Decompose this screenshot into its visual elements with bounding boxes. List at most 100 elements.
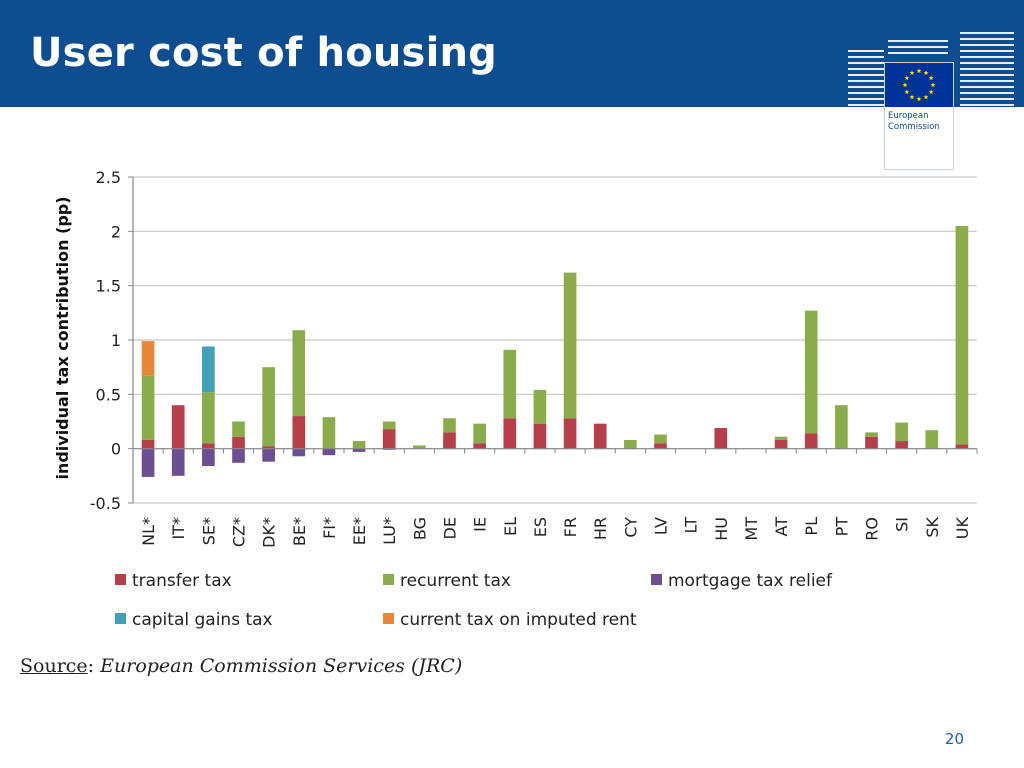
bar-recurrent-tax-FR <box>563 272 577 419</box>
bar-recurrent-tax-PL <box>804 310 818 434</box>
bar-recurrent-tax-LV <box>654 434 667 444</box>
star-icon <box>923 70 929 75</box>
bar-transfer-tax-UK <box>955 444 969 449</box>
bar-recurrent-tax-CY <box>624 439 637 449</box>
bar-recurrent-tax-AT <box>774 436 788 440</box>
slide-title: User cost of housing <box>30 30 497 76</box>
bar-current-tax-on-imputed-rent-NL <box>141 341 155 376</box>
x-tick-label: CY <box>621 517 640 538</box>
x-tick-label: RO <box>863 517 882 541</box>
logo-box: European Commission <box>884 62 954 170</box>
legend-label: capital gains tax <box>132 610 273 630</box>
bar-recurrent-tax-RO <box>865 432 878 437</box>
x-tick-label: LV <box>652 517 671 535</box>
x-tick-label: IT* <box>169 517 188 540</box>
x-tick-label: IE <box>471 517 490 532</box>
star-icon <box>928 89 934 95</box>
bar-recurrent-tax-NL <box>141 375 155 440</box>
x-tick-label: SI <box>893 517 912 532</box>
y-axis-label: individual tax contribution (pp) <box>53 196 72 479</box>
x-tick-label: UK <box>953 516 972 539</box>
x-tick-label: BE* <box>290 517 309 546</box>
legend-swatch <box>115 613 126 624</box>
star-icon <box>928 75 934 81</box>
y-tick-label: 0.5 <box>96 385 121 404</box>
star-icon <box>909 94 915 100</box>
title-bar: User cost of housing <box>0 0 1024 107</box>
bar-recurrent-tax-UK <box>955 225 969 445</box>
y-tick-label: 2 <box>111 222 121 241</box>
x-tick-label: HR <box>591 517 610 540</box>
star-icon <box>902 82 908 88</box>
tax-contribution-chart: -0.5 0 0.5 1 1.5 2 2.5 NL* IT* SE* CZ* DK* BE* FI* EE… <box>53 168 978 630</box>
bar-mortgage-tax-relief-CZ <box>232 448 245 463</box>
bar-recurrent-tax-DK <box>262 367 275 447</box>
x-tick-label: DK* <box>260 517 279 548</box>
bar-recurrent-tax-SI <box>895 422 908 442</box>
bar-mortgage-tax-relief-SE <box>202 448 215 467</box>
bar-transfer-tax-SE <box>202 443 215 449</box>
bar-transfer-tax-NL <box>141 439 155 449</box>
star-icon <box>904 89 910 95</box>
axes <box>132 177 978 503</box>
bar-recurrent-tax-EE <box>352 441 366 449</box>
bar-transfer-tax-FR <box>563 418 577 449</box>
bar-transfer-tax-IE <box>473 443 486 449</box>
bar-recurrent-tax-BE <box>292 330 306 417</box>
legend: transfer tax recurrent tax mortgage tax re… <box>115 571 833 630</box>
x-tick-label: DE <box>441 517 460 539</box>
y-tick-labels: -0.5 0 0.5 1 1.5 2 2.5 <box>90 168 121 513</box>
y-tick-label: 2.5 <box>96 168 121 187</box>
bar-transfer-tax-PL <box>804 433 818 449</box>
legend-label: mortgage tax relief <box>668 571 833 591</box>
bar-transfer-tax-DE <box>443 432 456 449</box>
bar-transfer-tax-EL <box>503 418 517 449</box>
legend-swatch <box>651 574 662 585</box>
y-tick-label: 1 <box>111 331 121 350</box>
bar-recurrent-tax-DE <box>443 418 456 433</box>
x-tick-label: PL <box>802 517 821 536</box>
source-text: European Commission Services (JRC) <box>100 655 463 677</box>
source-note: Source: European Commission Services (JR… <box>20 655 463 677</box>
x-tick-label: NL* <box>139 517 158 546</box>
bar-transfer-tax-SI <box>895 441 908 449</box>
bar-recurrent-tax-LU <box>382 421 396 430</box>
bar-recurrent-tax-PT <box>835 405 848 449</box>
star-icon <box>923 94 929 100</box>
bar-transfer-tax-LV <box>654 443 667 449</box>
legend-swatch <box>383 613 394 624</box>
bar-recurrent-tax-EL <box>503 349 517 419</box>
building-stripes-icon <box>848 32 1014 106</box>
bar-mortgage-tax-relief-IT <box>171 448 185 476</box>
bar-recurrent-tax-CZ <box>232 421 245 437</box>
logo-line-2: Commission <box>888 122 940 132</box>
x-tick-label: SE* <box>199 517 218 545</box>
x-tick-label: MT <box>742 517 761 541</box>
bar-capital-gains-tax-SE <box>202 346 215 393</box>
legend-swatch <box>383 574 394 585</box>
x-tick-labels: NL* IT* SE* CZ* DK* BE* FI* EE* LU* BG DE IE EL ES FR H… <box>139 516 972 547</box>
gridlines <box>128 176 977 504</box>
x-tick-label: SK <box>923 517 942 538</box>
x-tick-label: ES <box>531 517 550 537</box>
bar-transfer-tax-CZ <box>232 436 245 449</box>
bar-mortgage-tax-relief-NL <box>141 448 155 477</box>
bar-recurrent-tax-BG <box>413 445 426 449</box>
legend-label: current tax on imputed rent <box>400 610 637 630</box>
european-commission-logo: European Commission <box>848 28 1014 170</box>
bar-recurrent-tax-ES <box>533 389 547 424</box>
x-tick-label: EL <box>501 517 520 536</box>
y-tick-label: 1.5 <box>96 277 121 296</box>
x-tick-label: PT <box>832 517 851 537</box>
bar-transfer-tax-DK <box>262 446 275 449</box>
bar-mortgage-tax-relief-DK <box>262 448 275 462</box>
bar-transfer-tax-BE <box>292 416 306 449</box>
star-icon <box>916 96 922 102</box>
bar-transfer-tax-HU <box>714 428 728 449</box>
eu-flag-icon <box>885 63 953 107</box>
bar-transfer-tax-HR <box>593 423 607 449</box>
star-icon <box>904 75 910 81</box>
star-icon <box>909 70 915 75</box>
bar-transfer-tax-AT <box>774 439 788 449</box>
page-number: 20 <box>944 730 964 748</box>
